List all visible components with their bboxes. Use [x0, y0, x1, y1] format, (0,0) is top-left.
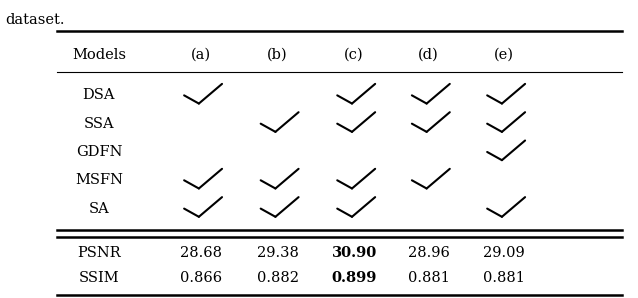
Text: 28.96: 28.96	[408, 246, 450, 260]
Text: 0.881: 0.881	[483, 271, 525, 285]
Text: 0.881: 0.881	[408, 271, 450, 285]
Text: 0.866: 0.866	[180, 271, 222, 285]
Text: GDFN: GDFN	[76, 145, 122, 159]
Text: SSA: SSA	[84, 117, 114, 131]
Text: SSIM: SSIM	[78, 271, 119, 285]
Text: (e): (e)	[494, 48, 514, 62]
Text: 29.09: 29.09	[483, 246, 525, 260]
Text: 0.882: 0.882	[256, 271, 299, 285]
Text: SA: SA	[89, 202, 109, 215]
Text: 29.38: 29.38	[256, 246, 299, 260]
Text: 28.68: 28.68	[180, 246, 222, 260]
Text: PSNR: PSNR	[77, 246, 121, 260]
Text: MSFN: MSFN	[75, 173, 123, 187]
Text: 30.90: 30.90	[332, 246, 376, 260]
Text: (d): (d)	[419, 48, 439, 62]
Text: (b): (b)	[267, 48, 288, 62]
Text: DSA: DSA	[83, 89, 115, 102]
Text: dataset.: dataset.	[5, 13, 64, 27]
Text: (a): (a)	[191, 48, 211, 62]
Text: Models: Models	[72, 48, 126, 62]
Text: 0.899: 0.899	[331, 271, 377, 285]
Text: (c): (c)	[345, 48, 364, 62]
